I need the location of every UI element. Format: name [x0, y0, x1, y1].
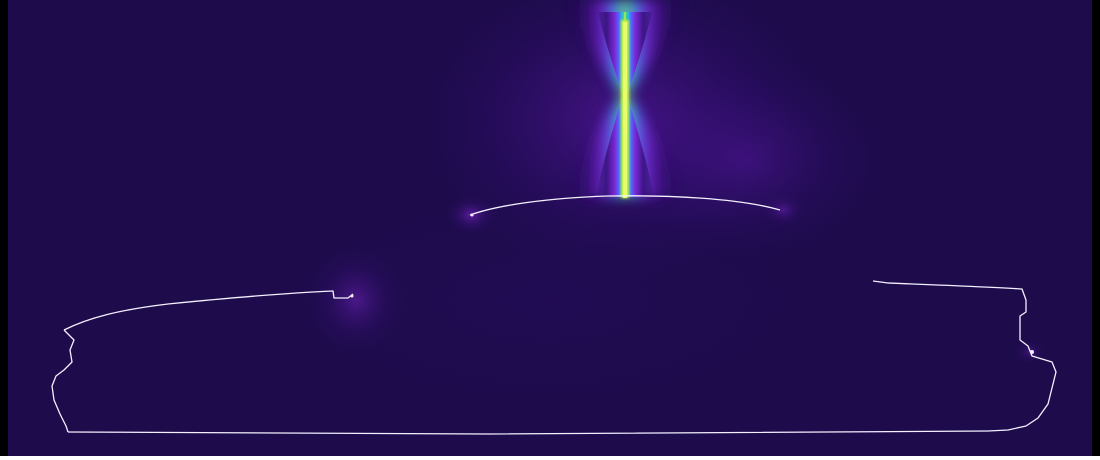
vehicle-outline — [51, 195, 1057, 435]
field-plume — [568, 0, 682, 198]
field-canvas — [8, 0, 1092, 456]
front-glow — [301, 240, 411, 360]
bottom-border — [0, 456, 1100, 460]
field-visualization — [8, 0, 1092, 456]
